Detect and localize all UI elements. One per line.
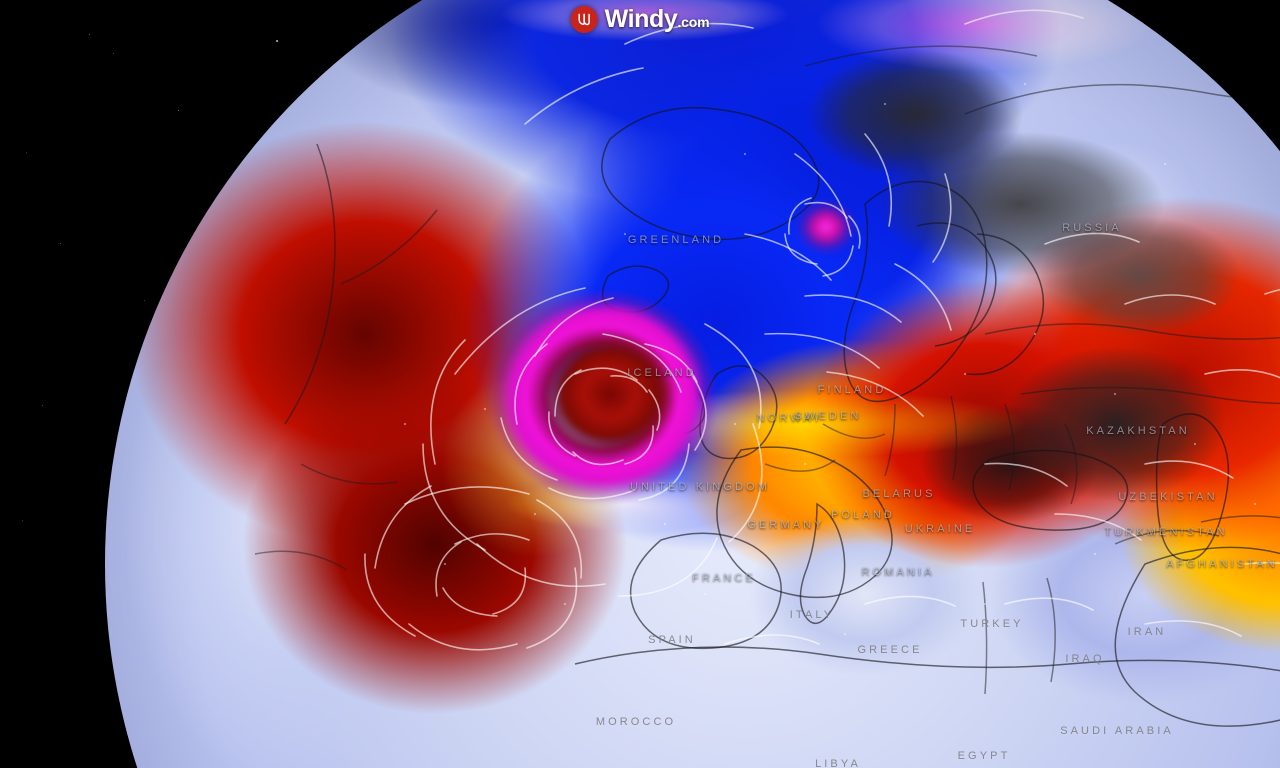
windy-logo[interactable]: Windy .com [565, 5, 716, 34]
brand-suffix: .com [677, 14, 710, 30]
globe-limb-shading [105, 0, 1280, 768]
star [89, 34, 90, 35]
star [22, 520, 23, 521]
windy-logo-text: Windy .com [605, 7, 710, 32]
star [26, 152, 27, 153]
earth-globe[interactable] [105, 0, 1280, 768]
star [60, 243, 61, 244]
star [42, 405, 43, 406]
brand-name: Windy [604, 5, 678, 33]
windy-logo-icon [570, 6, 598, 33]
